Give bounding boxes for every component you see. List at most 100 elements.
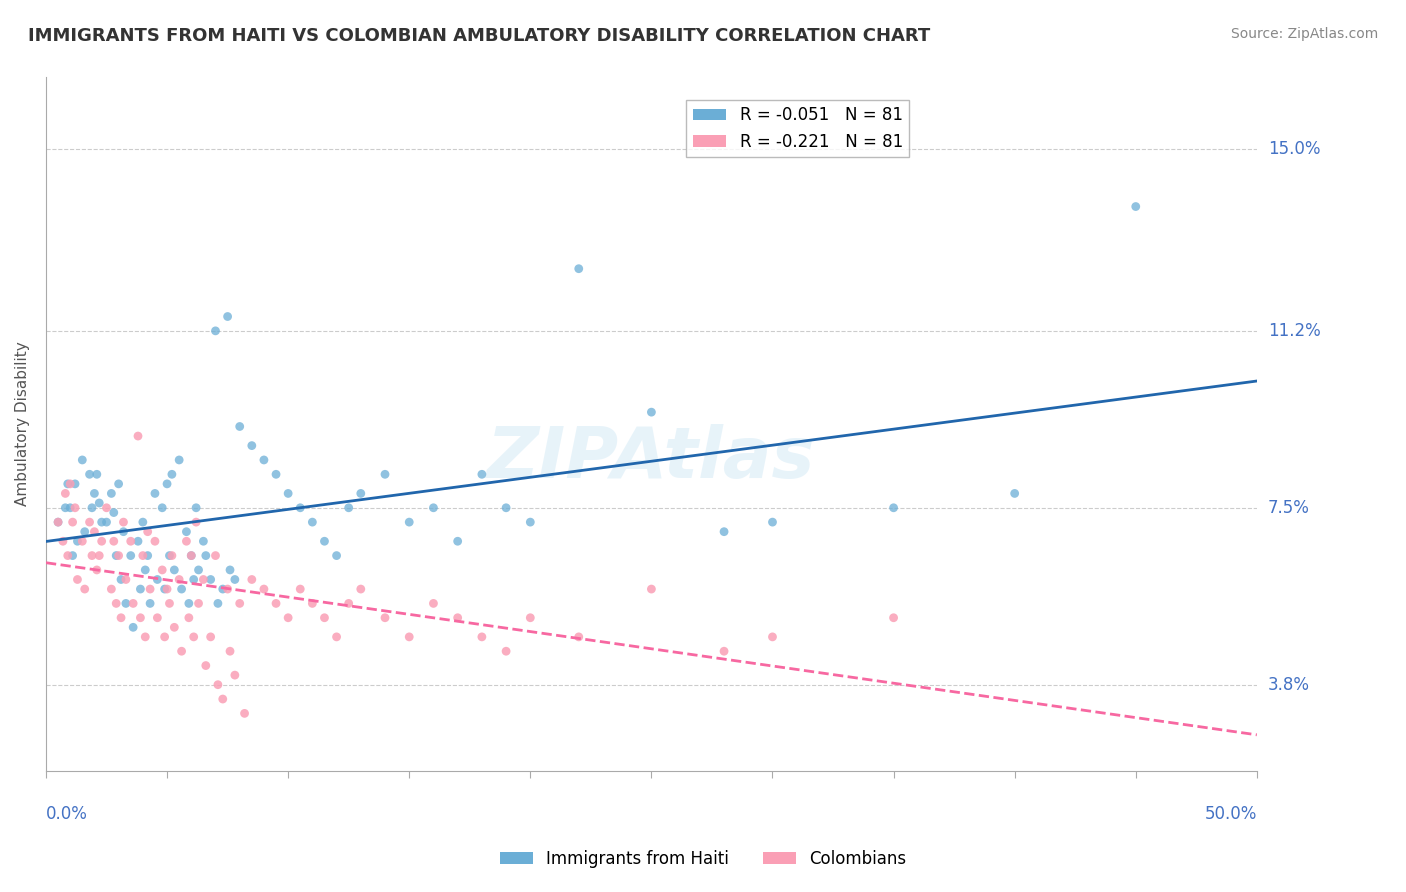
Point (224, 573, 246, 587)
Point (59, 500, 82, 515)
Point (290, 582, 312, 596)
Point (640, 405, 662, 419)
Text: 7.5%: 7.5% (1268, 499, 1310, 516)
Point (167, 573, 190, 587)
Point (127, 429, 149, 443)
Point (193, 573, 215, 587)
Point (253, 582, 276, 596)
Point (176, 524, 198, 539)
Point (187, 596, 209, 610)
Point (156, 476, 179, 491)
Point (72, 453, 94, 467)
Point (46, 515, 69, 529)
Text: 3.8%: 3.8% (1268, 676, 1310, 694)
Point (90, 515, 112, 529)
Point (146, 611, 169, 625)
Point (159, 596, 181, 610)
Point (495, 644, 517, 658)
Point (883, 611, 905, 625)
Point (107, 549, 129, 563)
Point (184, 500, 207, 515)
Point (217, 582, 239, 596)
Point (110, 611, 132, 625)
Point (112, 515, 135, 529)
Text: IMMIGRANTS FROM HAITI VS COLOMBIAN AMBULATORY DISABILITY CORRELATION CHART: IMMIGRANTS FROM HAITI VS COLOMBIAN AMBUL… (28, 27, 931, 45)
Point (240, 573, 263, 587)
Point (163, 620, 186, 634)
Point (132, 549, 155, 563)
Point (253, 453, 276, 467)
Point (79, 515, 101, 529)
Point (277, 486, 299, 500)
Text: ZIPAtlas: ZIPAtlas (486, 425, 815, 493)
Point (194, 549, 217, 563)
Point (129, 611, 152, 625)
Point (211, 692, 233, 706)
Point (374, 611, 396, 625)
Point (159, 549, 181, 563)
Point (120, 534, 142, 549)
Point (80, 549, 103, 563)
Point (264, 596, 287, 610)
Point (211, 582, 233, 596)
Text: Source: ZipAtlas.com: Source: ZipAtlas.com (1230, 27, 1378, 41)
Point (86, 467, 108, 482)
Point (183, 573, 205, 587)
Y-axis label: Ambulatory Disability: Ambulatory Disability (15, 342, 30, 507)
Point (139, 596, 162, 610)
Point (72, 534, 94, 549)
Point (167, 453, 190, 467)
Point (193, 534, 215, 549)
Point (156, 582, 179, 596)
Point (350, 486, 373, 500)
Point (180, 549, 202, 563)
Point (89, 549, 111, 563)
Point (83, 486, 105, 500)
Text: 50.0%: 50.0% (1205, 805, 1257, 823)
Point (139, 582, 162, 596)
Point (66, 573, 89, 587)
Point (224, 668, 246, 682)
Point (471, 467, 494, 482)
Point (122, 596, 145, 610)
Point (79, 467, 101, 482)
Point (136, 524, 159, 539)
Point (761, 630, 783, 644)
Point (277, 611, 299, 625)
Point (495, 500, 517, 515)
Point (761, 515, 783, 529)
Point (153, 630, 176, 644)
Point (150, 500, 173, 515)
Point (150, 563, 173, 577)
Point (127, 534, 149, 549)
Point (177, 611, 200, 625)
Point (301, 596, 323, 610)
Point (204, 549, 226, 563)
Point (568, 630, 591, 644)
Point (120, 549, 142, 563)
Point (112, 524, 135, 539)
Point (115, 573, 138, 587)
Point (53, 486, 76, 500)
Text: 0.0%: 0.0% (46, 805, 87, 823)
Point (100, 582, 122, 596)
Point (204, 324, 226, 338)
Point (143, 486, 166, 500)
Point (73, 582, 96, 596)
Point (160, 467, 183, 482)
Point (80, 500, 103, 515)
Point (568, 261, 591, 276)
Point (86, 563, 108, 577)
Point (219, 563, 242, 577)
Point (129, 582, 152, 596)
Point (110, 573, 132, 587)
Point (1004, 486, 1026, 500)
Point (103, 534, 125, 549)
Point (170, 644, 193, 658)
Point (62, 515, 84, 529)
Point (56, 549, 79, 563)
Point (240, 439, 263, 453)
Point (63, 476, 86, 491)
Point (337, 596, 360, 610)
Legend: Immigrants from Haiti, Colombians: Immigrants from Haiti, Colombians (494, 844, 912, 875)
